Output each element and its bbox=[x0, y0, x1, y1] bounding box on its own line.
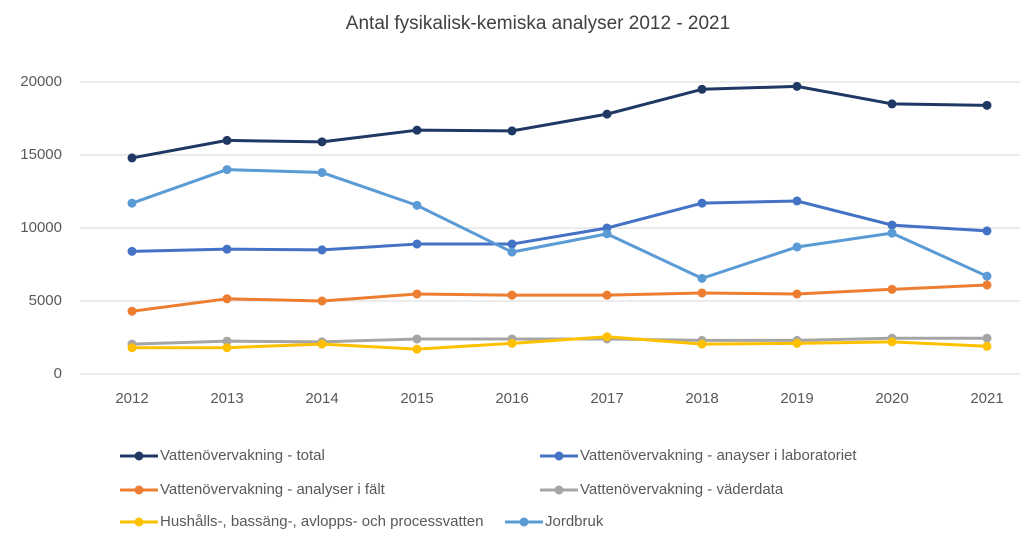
y-tick-label: 10000 bbox=[20, 219, 62, 236]
point bbox=[887, 99, 897, 109]
y-tick-label: 15000 bbox=[20, 146, 62, 163]
point bbox=[792, 196, 802, 206]
point bbox=[507, 126, 517, 136]
point bbox=[792, 338, 802, 348]
point bbox=[697, 273, 707, 283]
x-tick-label: 2015 bbox=[400, 390, 433, 407]
point bbox=[222, 244, 232, 254]
legend-label: Hushålls-, bassäng-, avlopps- och proces… bbox=[160, 513, 484, 530]
point bbox=[507, 290, 517, 300]
point bbox=[602, 290, 612, 300]
x-tick-label: 2020 bbox=[875, 390, 908, 407]
point bbox=[127, 246, 137, 256]
series-line bbox=[131, 283, 988, 313]
point bbox=[317, 245, 327, 255]
legend-label: Vattenövervakning - anayser i laboratori… bbox=[580, 447, 857, 464]
point bbox=[507, 338, 517, 348]
x-tick-label: 2017 bbox=[590, 390, 623, 407]
point bbox=[127, 153, 137, 163]
point bbox=[412, 239, 422, 249]
x-tick-label: 2012 bbox=[115, 390, 148, 407]
series-line bbox=[132, 335, 988, 351]
series-line bbox=[131, 199, 988, 253]
point bbox=[507, 239, 517, 249]
legend-marker bbox=[134, 517, 144, 527]
point bbox=[697, 84, 707, 94]
x-tick-label: 2018 bbox=[685, 390, 718, 407]
point bbox=[222, 294, 232, 304]
point bbox=[982, 100, 992, 110]
point bbox=[602, 109, 612, 119]
legend-marker bbox=[134, 485, 144, 495]
point bbox=[792, 289, 802, 299]
point bbox=[412, 200, 422, 210]
point bbox=[412, 125, 422, 135]
point bbox=[602, 229, 612, 239]
point bbox=[887, 228, 897, 238]
point bbox=[602, 332, 612, 342]
legend-marker bbox=[554, 451, 564, 461]
point bbox=[127, 306, 137, 316]
point bbox=[982, 271, 992, 281]
x-tick-label: 2021 bbox=[970, 390, 1003, 407]
point bbox=[982, 226, 992, 236]
point bbox=[222, 343, 232, 353]
point bbox=[317, 339, 327, 349]
point bbox=[982, 280, 992, 290]
y-tick-label: 20000 bbox=[20, 73, 62, 90]
legend-label: Vattenövervakning - analyser i fält bbox=[160, 481, 386, 498]
point bbox=[222, 165, 232, 175]
legend-marker bbox=[134, 451, 144, 461]
point bbox=[412, 334, 422, 344]
point bbox=[222, 135, 232, 145]
point bbox=[887, 284, 897, 294]
point bbox=[887, 220, 897, 230]
point bbox=[697, 198, 707, 208]
x-tick-label: 2016 bbox=[495, 390, 528, 407]
chart-title: Antal fysikalisk-kemiska analyser 2012 -… bbox=[346, 13, 730, 34]
legend-label: Vattenövervakning - total bbox=[160, 447, 325, 464]
x-tick-label: 2013 bbox=[210, 390, 243, 407]
point bbox=[982, 333, 992, 343]
point bbox=[317, 168, 327, 178]
legend-label: Vattenövervakning - väderdata bbox=[580, 481, 784, 498]
point bbox=[887, 337, 897, 347]
y-tick-label: 5000 bbox=[29, 292, 62, 309]
legend-marker bbox=[554, 485, 564, 495]
point bbox=[412, 289, 422, 299]
legend-label: Jordbruk bbox=[545, 513, 604, 530]
series-line bbox=[131, 84, 988, 160]
point bbox=[317, 296, 327, 306]
point bbox=[127, 343, 137, 353]
point bbox=[222, 336, 232, 346]
point bbox=[697, 339, 707, 349]
x-tick-label: 2014 bbox=[305, 390, 338, 407]
point bbox=[317, 137, 327, 147]
point bbox=[792, 81, 802, 91]
point bbox=[507, 247, 517, 257]
point bbox=[982, 341, 992, 351]
legend-marker bbox=[519, 517, 529, 527]
point bbox=[697, 288, 707, 298]
series-line bbox=[131, 168, 988, 280]
point bbox=[127, 198, 137, 208]
x-tick-label: 2019 bbox=[780, 390, 813, 407]
point bbox=[412, 344, 422, 354]
y-tick-label: 0 bbox=[54, 365, 62, 382]
point bbox=[792, 242, 802, 252]
